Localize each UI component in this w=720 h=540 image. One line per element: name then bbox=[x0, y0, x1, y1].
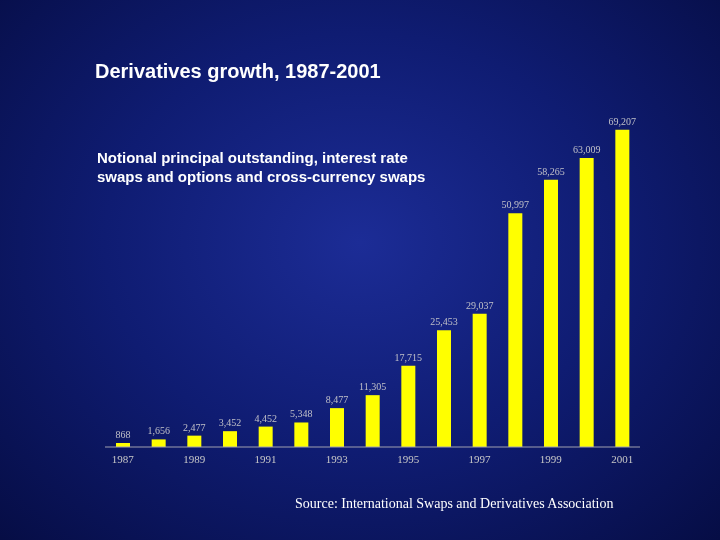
svg-text:8,477: 8,477 bbox=[326, 394, 349, 405]
svg-text:29,037: 29,037 bbox=[466, 300, 494, 311]
svg-text:1999: 1999 bbox=[540, 453, 563, 465]
svg-text:4,452: 4,452 bbox=[254, 413, 277, 424]
svg-text:11,305: 11,305 bbox=[359, 381, 386, 392]
svg-text:63,009: 63,009 bbox=[573, 144, 601, 155]
html-text:Notional principal outstanding: Notional principal outstanding, interest… bbox=[97, 149, 426, 185]
svg-text:58,265: 58,265 bbox=[537, 166, 565, 177]
svg-text:1,656: 1,656 bbox=[147, 425, 170, 436]
svg-text:1987: 1987 bbox=[112, 453, 135, 465]
svg-text:1991: 1991 bbox=[255, 453, 277, 465]
svg-text:25,453: 25,453 bbox=[430, 316, 458, 327]
svg-text:1989: 1989 bbox=[183, 453, 206, 465]
svg-text:50,997: 50,997 bbox=[502, 199, 530, 210]
svg-text:1995: 1995 bbox=[397, 453, 420, 465]
svg-text:2001: 2001 bbox=[611, 453, 633, 465]
svg-text:5,348: 5,348 bbox=[290, 408, 313, 419]
svg-text:69,207: 69,207 bbox=[609, 116, 637, 127]
svg-text:868: 868 bbox=[116, 429, 131, 440]
html-text:Source: International Swaps an: Source: International Swaps and Derivati… bbox=[295, 496, 614, 511]
svg-text:2,477: 2,477 bbox=[183, 422, 206, 433]
svg-text:17,715: 17,715 bbox=[395, 352, 423, 363]
html-text:Derivatives growth, 1987-2001: Derivatives growth, 1987-2001 bbox=[95, 60, 381, 82]
svg-text:1997: 1997 bbox=[469, 453, 492, 465]
svg-text:3,452: 3,452 bbox=[219, 417, 242, 428]
svg-text:1993: 1993 bbox=[326, 453, 349, 465]
